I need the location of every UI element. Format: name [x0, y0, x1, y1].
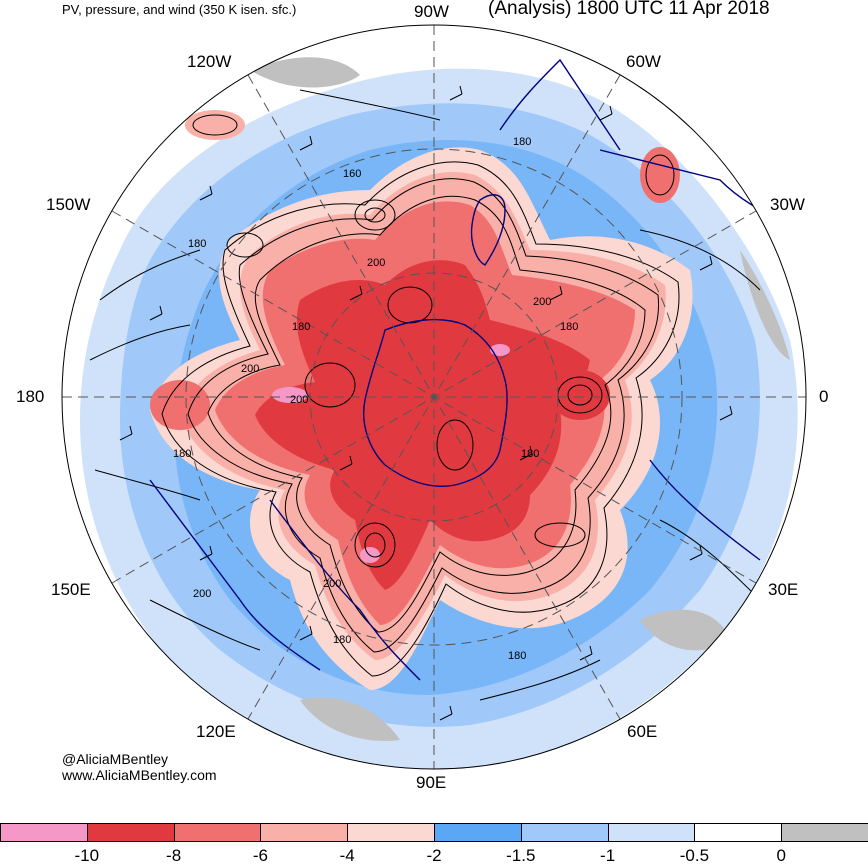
- longitude-label-150w: 150W: [46, 195, 91, 214]
- colorbar-segment: [694, 823, 783, 842]
- colorbar-segment: [260, 823, 349, 842]
- longitude-label-90w: 90W: [414, 2, 449, 21]
- pv-blob: [150, 380, 210, 430]
- contour-label: 180: [292, 321, 310, 333]
- contour-labels: 180 160 180 200 180 200 180 200 200 180 …: [173, 136, 578, 662]
- contour-label: 200: [290, 394, 308, 406]
- colorbar-label: -10: [74, 846, 100, 865]
- colorbar-segment: [607, 823, 696, 842]
- graticule: [62, 25, 806, 769]
- longitude-label-120e: 120E: [196, 722, 236, 741]
- contour-label: 180: [521, 448, 539, 460]
- wind-barbs: [119, 85, 733, 721]
- colorbar-label: -2: [426, 846, 442, 865]
- contour-label: 180: [188, 238, 206, 250]
- gray-patch: [300, 697, 400, 741]
- coastlines: [149, 58, 781, 681]
- colorbar-label: 0: [776, 846, 786, 865]
- longitude-label-120w: 120W: [187, 52, 232, 71]
- colorbar-segment: [433, 823, 522, 842]
- colorbar-segment: [86, 823, 175, 842]
- gray-patch: [640, 609, 730, 651]
- longitude-label-180: 180: [16, 387, 45, 406]
- longitude-label-90e: 90E: [416, 773, 447, 792]
- contour-label: 200: [533, 296, 551, 308]
- longitude-label-0: 0: [819, 387, 829, 406]
- map-title: (Analysis) 1800 UTC 11 Apr 2018: [488, 0, 770, 19]
- credit-handle: @AliciaMBentley: [62, 751, 169, 767]
- contour-label: 180: [333, 634, 351, 646]
- pv-peak: [490, 344, 510, 356]
- colorbar-segment: [347, 823, 435, 842]
- colorbar: [0, 823, 868, 844]
- contour-label: 180: [513, 136, 531, 148]
- colorbar-label: -8: [166, 846, 182, 865]
- contour-label: 180: [508, 650, 526, 662]
- colorbar-label: -1: [600, 846, 616, 865]
- longitude-label-150e: 150E: [51, 580, 91, 599]
- map-subtitle: PV, pressure, and wind (350 K isen. sfc.…: [62, 2, 297, 17]
- gray-patch: [250, 57, 360, 88]
- longitude-label-30w: 30W: [770, 195, 805, 214]
- contour-label: 200: [241, 363, 259, 375]
- gray-patch: [740, 250, 790, 360]
- contour-label: 200: [193, 588, 211, 600]
- contour-label: 200: [323, 578, 341, 590]
- pv-peak: [272, 387, 308, 403]
- longitude-label-60w: 60W: [626, 52, 661, 71]
- map-border: [61, 24, 807, 770]
- contour-label: 160: [343, 168, 361, 180]
- colorbar-label: -1.5: [506, 846, 536, 865]
- colorbar-label: -6: [252, 846, 268, 865]
- longitude-label-30e: 30E: [768, 580, 799, 599]
- colorbar-segment: [781, 823, 868, 842]
- colorbar-segment: [173, 823, 262, 842]
- credit-website: www.AliciaMBentley.com: [62, 767, 217, 783]
- colorbar-label: -0.5: [679, 846, 710, 865]
- pressure-contours: [89, 89, 761, 701]
- longitude-label-60e: 60E: [627, 722, 658, 741]
- colorbar-segment: [0, 823, 88, 842]
- pv-blob: [550, 370, 610, 420]
- contour-label: 180: [173, 448, 191, 460]
- colorbar-segment: [520, 823, 609, 842]
- pv-strong-region: [255, 260, 590, 590]
- colorbar-label: -4: [339, 846, 355, 865]
- contour-label: 200: [367, 257, 385, 269]
- contour-label: 180: [560, 321, 578, 333]
